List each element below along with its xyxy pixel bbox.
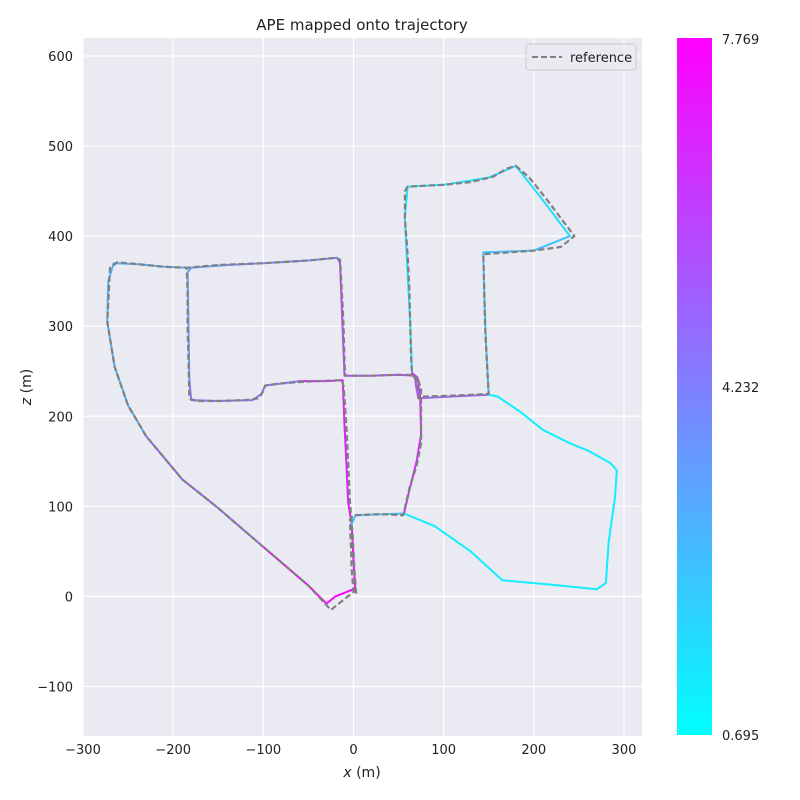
legend-box bbox=[525, 43, 637, 71]
x-tick-label: −100 bbox=[245, 743, 281, 758]
grid bbox=[82, 38, 642, 736]
reference-line bbox=[106, 164, 576, 612]
x-tick-label: 200 bbox=[521, 743, 546, 758]
trajectory-segment bbox=[482, 235, 571, 396]
plot-background bbox=[83, 38, 642, 736]
x-tick-label: 0 bbox=[349, 743, 357, 758]
trajectory-segment bbox=[347, 500, 357, 593]
y-tick-labels: −100 0 100 200 300 400 500 600 bbox=[37, 50, 73, 695]
y-tick-label: 600 bbox=[48, 50, 73, 65]
y-tick-label: 100 bbox=[48, 500, 73, 515]
chart-title: APE mapped onto trajectory bbox=[256, 16, 468, 34]
y-tick-label: 300 bbox=[48, 320, 73, 335]
legend-reference-label: reference bbox=[570, 51, 632, 66]
colorbar-min-label: 0.695 bbox=[722, 729, 759, 744]
y-axis-label: z (m) bbox=[19, 369, 35, 406]
y-tick-label: 400 bbox=[48, 230, 73, 245]
y-tick-label: −100 bbox=[37, 680, 73, 695]
trajectory-segment bbox=[403, 393, 618, 591]
x-tick-label: 300 bbox=[612, 743, 637, 758]
y-tick-label: 0 bbox=[65, 590, 73, 605]
y-tick-label: 500 bbox=[48, 140, 73, 155]
x-tick-label: −200 bbox=[155, 743, 191, 758]
colorbar-mid-label: 4.232 bbox=[722, 381, 759, 396]
x-tick-labels: −300 −200 −100 0 100 200 300 bbox=[65, 743, 636, 758]
reference-series-line bbox=[106, 164, 576, 612]
x-tick-label: 100 bbox=[431, 743, 456, 758]
legend: reference bbox=[525, 43, 637, 71]
colorbar: 7.769 4.232 0.695 bbox=[677, 33, 759, 744]
x-tick-label: −300 bbox=[65, 743, 101, 758]
y-tick-label: 200 bbox=[48, 410, 73, 425]
colorbar-gradient bbox=[677, 38, 712, 735]
x-axis-label: x (m) bbox=[342, 765, 380, 781]
colorbar-max-label: 7.769 bbox=[722, 33, 759, 48]
